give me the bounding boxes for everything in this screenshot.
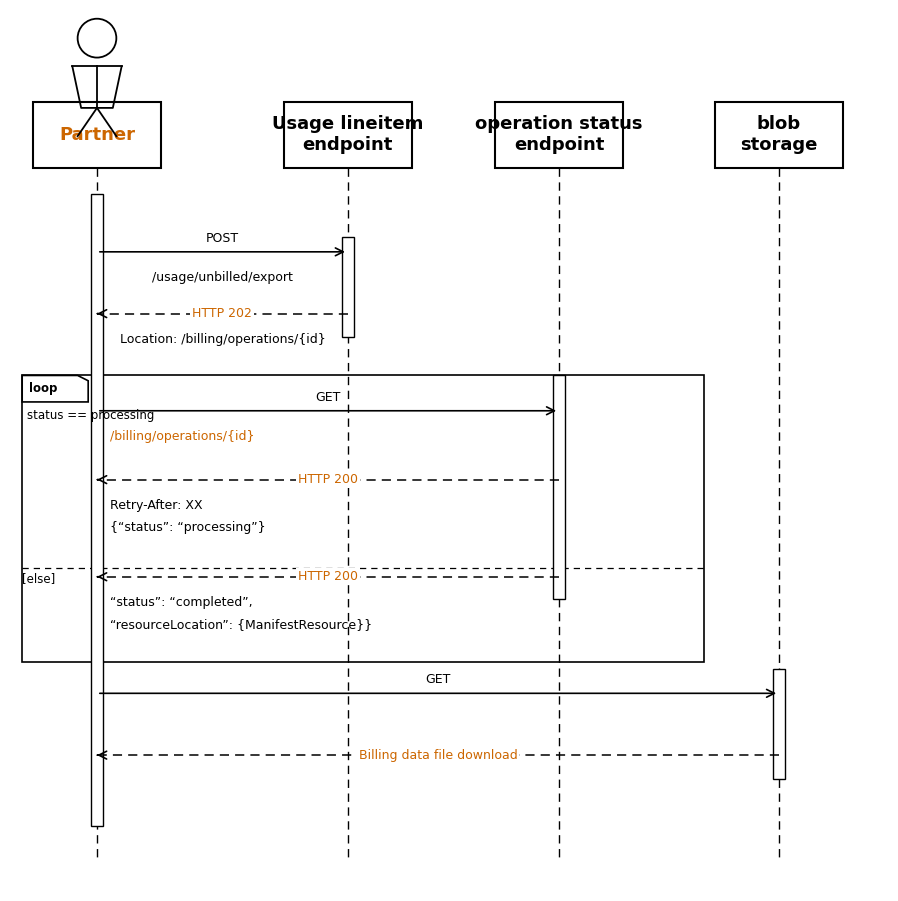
Text: POST: POST <box>206 232 239 245</box>
Bar <box>553 376 565 599</box>
Text: Billing data file download: Billing data file download <box>358 749 517 761</box>
Text: Retry-After: XX: Retry-After: XX <box>110 499 203 512</box>
Text: HTTP 200: HTTP 200 <box>298 473 358 487</box>
Text: Usage lineitem
endpoint: Usage lineitem endpoint <box>272 115 424 154</box>
Bar <box>715 102 843 168</box>
Text: [else]: [else] <box>22 572 56 586</box>
Text: HTTP 202: HTTP 202 <box>192 307 252 320</box>
Text: “resourceLocation”: {ManifestResource}}: “resourceLocation”: {ManifestResource}} <box>110 618 373 632</box>
Text: {“status”: “processing”}: {“status”: “processing”} <box>110 521 266 534</box>
Text: loop: loop <box>30 382 57 396</box>
Text: Location: /billing/operations/{id}: Location: /billing/operations/{id} <box>119 333 325 346</box>
Bar <box>284 102 411 168</box>
Text: status == processing: status == processing <box>27 409 154 422</box>
Bar <box>91 195 103 826</box>
Bar <box>33 102 161 168</box>
Text: operation status
endpoint: operation status endpoint <box>475 115 643 154</box>
Text: /usage/unbilled/export: /usage/unbilled/export <box>152 271 293 284</box>
Polygon shape <box>22 376 88 402</box>
Text: GET: GET <box>315 391 340 404</box>
Text: GET: GET <box>426 673 451 687</box>
Text: “status”: “completed”,: “status”: “completed”, <box>110 596 253 609</box>
Text: blob
storage: blob storage <box>740 115 818 154</box>
Text: Partner: Partner <box>59 126 135 144</box>
Bar <box>495 102 623 168</box>
Text: HTTP 200: HTTP 200 <box>298 570 358 583</box>
Bar <box>341 237 354 338</box>
Bar <box>773 669 785 779</box>
Text: /billing/operations/{id}: /billing/operations/{id} <box>110 430 255 443</box>
Bar <box>22 376 704 662</box>
